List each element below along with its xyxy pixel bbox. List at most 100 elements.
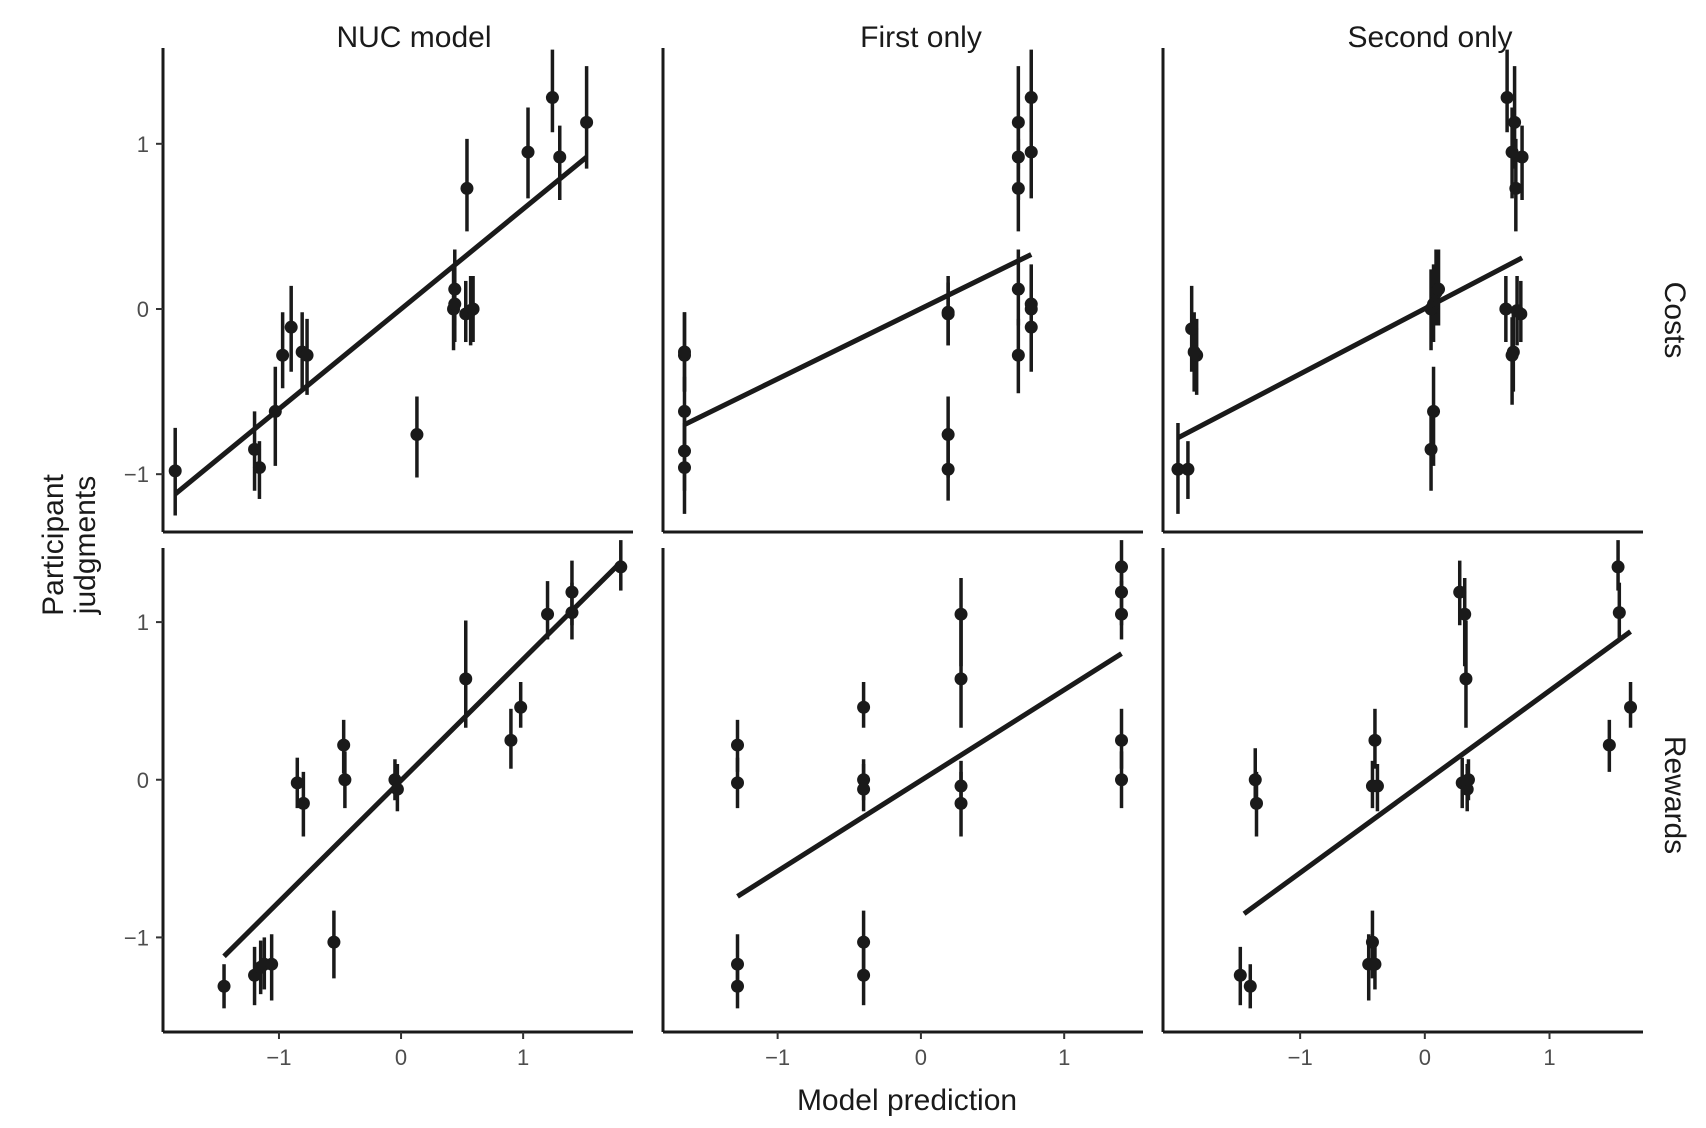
y-tick-label: 1	[137, 132, 149, 157]
data-point	[1250, 796, 1264, 810]
data-point	[1181, 462, 1195, 476]
row-title-rewards: Rewards	[1658, 736, 1691, 854]
data-point	[448, 282, 462, 296]
data-point	[459, 672, 473, 686]
y-tick-label: −1	[124, 462, 149, 487]
data-point	[857, 935, 871, 949]
data-point	[954, 672, 968, 686]
data-point	[217, 979, 231, 993]
data-point	[1011, 115, 1025, 129]
data-point	[1508, 115, 1522, 129]
fit-line	[173, 155, 589, 496]
panel-rewards-second-only: −1 0 1	[1161, 540, 1643, 1070]
data-point	[1011, 282, 1025, 296]
data-point	[954, 796, 968, 810]
y-tick-label: 0	[137, 768, 149, 793]
data-point	[857, 968, 871, 982]
data-point	[1602, 738, 1616, 752]
data-point	[1368, 957, 1382, 971]
data-point	[1460, 782, 1474, 796]
data-point	[1500, 91, 1514, 105]
column-title-first-only: First only	[860, 21, 982, 54]
x-tick-label: 0	[1419, 1045, 1431, 1070]
data-point	[300, 348, 314, 362]
data-point	[338, 773, 352, 787]
data-point	[1368, 733, 1382, 747]
data-point	[677, 444, 691, 458]
data-point	[248, 442, 262, 456]
data-point	[580, 115, 594, 129]
data-point	[1243, 979, 1257, 993]
x-axis-title: Model prediction	[797, 1084, 1017, 1117]
data-point	[284, 320, 298, 334]
data-point	[1115, 607, 1129, 621]
data-point	[1365, 935, 1379, 949]
data-point	[553, 150, 567, 164]
data-point	[1453, 585, 1467, 599]
data-point	[1115, 733, 1129, 747]
panels-layer: −1 0 1 −1 0 1 −1 0 1 −1 0 1 −1 0 1	[124, 48, 1643, 1070]
x-tick-label: −1	[266, 1045, 291, 1070]
data-point	[1612, 606, 1626, 620]
column-title-second-only: Second only	[1347, 21, 1512, 54]
row-title-costs: Costs	[1658, 282, 1691, 359]
x-tick-label: 1	[1058, 1045, 1070, 1070]
data-point	[1611, 560, 1625, 574]
x-tick-label: 1	[1543, 1045, 1555, 1070]
x-tick-label: 0	[395, 1045, 407, 1070]
data-point	[265, 957, 279, 971]
data-point	[941, 462, 955, 476]
data-point	[1248, 773, 1262, 787]
data-point	[1624, 700, 1638, 714]
fit-line	[683, 252, 1033, 427]
data-point	[941, 307, 955, 321]
data-point	[1458, 607, 1472, 621]
y-axis-title-line-1: Participant	[37, 473, 70, 615]
data-point	[731, 979, 745, 993]
data-point	[731, 776, 745, 790]
column-title-nuc-model: NUC model	[336, 21, 491, 54]
data-point	[1370, 779, 1384, 793]
data-point	[731, 957, 745, 971]
x-tick-label: 0	[915, 1045, 927, 1070]
panel-rewards-first-only: −1 0 1	[661, 540, 1143, 1070]
panel-costs-nuc-model: −1 0 1	[124, 48, 633, 534]
data-point	[1461, 773, 1475, 787]
data-point	[168, 464, 182, 478]
y-tick-label: 1	[137, 610, 149, 635]
data-point	[1011, 348, 1025, 362]
data-point	[1233, 968, 1247, 982]
data-point	[514, 700, 528, 714]
data-point	[460, 181, 474, 195]
data-point	[466, 302, 480, 316]
data-point	[677, 461, 691, 475]
data-point	[1115, 560, 1129, 574]
data-point	[857, 700, 871, 714]
data-point	[1427, 404, 1441, 418]
data-point	[1505, 145, 1519, 159]
y-axis-title-line-2: judgments	[69, 476, 102, 615]
data-point	[1171, 462, 1185, 476]
data-point	[545, 91, 559, 105]
data-point	[1514, 307, 1528, 321]
data-point	[1024, 320, 1038, 334]
x-tick-label: −1	[765, 1045, 790, 1070]
x-tick-label: −1	[1288, 1045, 1313, 1070]
panel-costs-first-only	[661, 48, 1143, 534]
data-point	[1187, 345, 1201, 359]
fit-line	[1176, 255, 1524, 441]
data-point	[290, 776, 304, 790]
data-point	[1185, 322, 1199, 336]
data-point	[337, 738, 351, 752]
data-point	[731, 738, 745, 752]
panel-rewards-nuc-model: −1 0 1 −1 0 1	[124, 540, 633, 1070]
data-point	[410, 428, 424, 442]
data-point	[296, 796, 310, 810]
data-point	[541, 607, 555, 621]
data-point	[1509, 181, 1523, 195]
data-point	[276, 348, 290, 362]
data-point	[1024, 145, 1038, 159]
fit-line	[1242, 629, 1633, 916]
data-point	[1499, 302, 1513, 316]
